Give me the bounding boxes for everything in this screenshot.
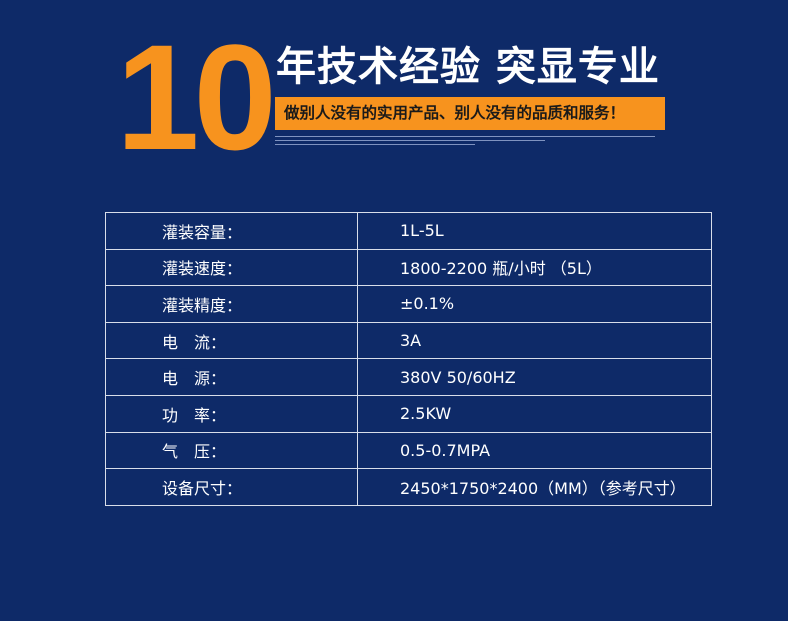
- slogan: 做别人没有的实用产品、别人没有的品质和服务！: [284, 104, 626, 122]
- spec-row: 设备尺寸： 2450*1750*2400（MM）（参考尺寸）: [105, 468, 712, 506]
- spec-value: 2450*1750*2400（MM）（参考尺寸）: [357, 468, 712, 506]
- spec-label: 电 源：: [105, 358, 358, 396]
- spec-value: 2.5KW: [357, 394, 712, 433]
- deco-line: [275, 144, 475, 145]
- spec-row: 灌装容量： 1L-5L: [105, 212, 712, 250]
- spec-value: 380V 50/60HZ: [357, 358, 712, 396]
- spec-label: 灌装精度：: [105, 285, 358, 323]
- spec-label: 功 率：: [105, 394, 358, 433]
- spec-label: 气 压：: [105, 431, 358, 470]
- spec-row: 灌装精度： ±0.1%: [105, 285, 712, 323]
- spec-label: 电 流：: [105, 321, 358, 360]
- title: 年技术经验 突显专业: [276, 44, 660, 90]
- deco-line: [275, 140, 545, 141]
- banner: [275, 97, 665, 130]
- spec-label: 设备尺寸：: [105, 468, 358, 506]
- spec-row: 气 压： 0.5-0.7MPA: [105, 431, 712, 470]
- spec-row: 灌装速度： 1800-2200 瓶/小时 （5L）: [105, 248, 712, 287]
- spec-label: 灌装速度：: [105, 248, 358, 287]
- spec-row: 电 源： 380V 50/60HZ: [105, 358, 712, 396]
- big-number: 10: [116, 13, 277, 181]
- spec-value: ±0.1%: [357, 285, 712, 323]
- spec-value: 1L-5L: [357, 212, 712, 250]
- spec-body: 灌装容量： 1L-5L 灌装速度： 1800-2200 瓶/小时 （5L） 灌装精度： ±…: [105, 212, 712, 506]
- spec-label: 灌装容量：: [105, 212, 358, 250]
- spec-table: 灌装容量： 1L-5L 灌装速度： 1800-2200 瓶/小时 （5L） 灌装精度： ±…: [105, 212, 712, 506]
- deco-line: [275, 136, 655, 137]
- spec-value: 3A: [357, 321, 712, 360]
- spec-value: 0.5-0.7MPA: [357, 431, 712, 470]
- spec-value: 1800-2200 瓶/小时 （5L）: [357, 248, 712, 287]
- spec-row: 电 流： 3A: [105, 321, 712, 360]
- spec-row: 功 率： 2.5KW: [105, 394, 712, 433]
